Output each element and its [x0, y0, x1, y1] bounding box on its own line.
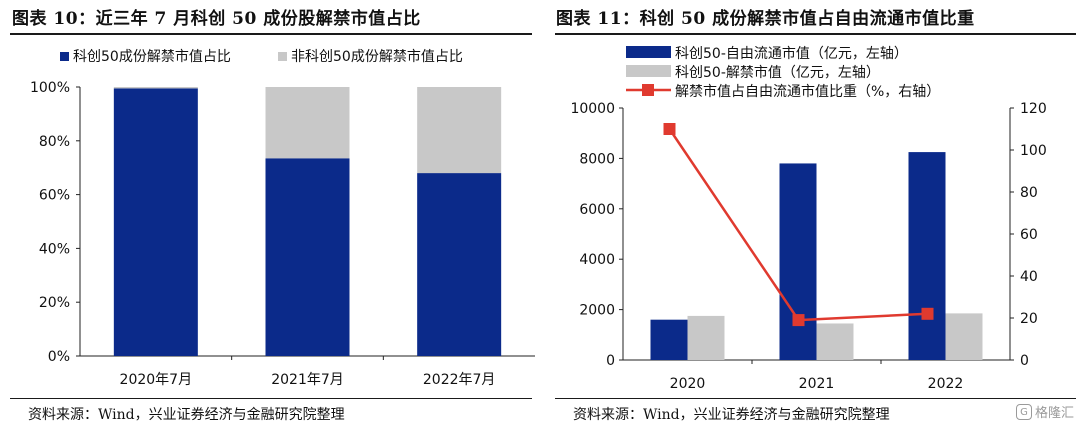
- x-tick-label: 2020年7月: [120, 372, 193, 388]
- right-y-tick-label: 60: [1020, 227, 1038, 243]
- right-y-tick-label: 0: [1020, 353, 1029, 369]
- x-tick-label: 2020: [670, 376, 706, 392]
- ratio-point: [921, 307, 934, 320]
- x-tick-label: 2021年7月: [271, 372, 344, 388]
- right-source-rule: [555, 398, 1076, 399]
- right-figure-title: 图表 11：科创 50 成份解禁市值占自由流通市值比重: [556, 9, 975, 29]
- right-y-tick-label: 40: [1020, 269, 1038, 285]
- legend-marker-swatch: [642, 84, 654, 96]
- y-tick-label: 80%: [39, 134, 70, 150]
- x-tick-label: 2022年7月: [423, 372, 496, 388]
- bar-series-2: [945, 313, 983, 360]
- left-y-tick-label: 0: [606, 353, 615, 369]
- stacked-bar-chart: 科创50成份解禁市值占比 非科创50成份解禁市值占比 0% 20% 40% 60% 80% 1…: [30, 48, 535, 388]
- legend-label-2: 非科创50成份解禁市值占比: [291, 48, 463, 65]
- x-tick-label: 2021: [799, 376, 835, 392]
- left-y-tick-label: 4000: [579, 252, 615, 268]
- left-figure-title: 图表 10：近三年 7 月科创 50 成份股解禁市值占比: [12, 9, 421, 29]
- left-y-tick-label: 8000: [579, 151, 615, 167]
- watermark-text: 格隆汇: [1034, 406, 1074, 421]
- legend-swatch-1: [626, 46, 671, 58]
- right-y-tick-label: 100: [1020, 143, 1047, 159]
- y-tick-label: 20%: [39, 295, 70, 311]
- y-tick-label: 40%: [39, 241, 70, 257]
- y-tick-label: 0%: [48, 349, 70, 365]
- bar-segment-2: [265, 87, 350, 159]
- right-y-tick-label: 120: [1020, 101, 1047, 117]
- left-figure-panel: 图表 10：近三年 7 月科创 50 成份股解禁市值占比 科创50成份解禁市值占…: [10, 9, 535, 423]
- legend-label-3: 解禁市值占自由流通市值比重（%，右轴）: [675, 83, 940, 100]
- watermark-logo-icon: G: [1015, 403, 1032, 420]
- bar-segment-2: [113, 87, 198, 89]
- bar-series-2: [816, 323, 854, 360]
- combo-bar-line-chart: 科创50-自由流通市值（亿元，左轴） 科创50-解禁市值（亿元，左轴） 解禁市值占自…: [570, 45, 1047, 392]
- ratio-point: [663, 123, 676, 135]
- right-source-note: 资料来源：Wind，兴业证券经济与金融研究院整理: [573, 407, 890, 423]
- y-tick-label: 100%: [30, 80, 70, 96]
- legend-swatch-2: [626, 65, 671, 77]
- left-title-rule: [10, 33, 532, 35]
- right-figure-panel: 图表 11：科创 50 成份解禁市值占自由流通市值比重 科创50-自由流通市值（…: [553, 0, 1080, 429]
- legend-label-1: 科创50成份解禁市值占比: [73, 48, 231, 65]
- legend-swatch-1: [60, 52, 69, 61]
- legend-label-2: 科创50-解禁市值（亿元，左轴）: [675, 64, 880, 81]
- legend-swatch-2: [278, 52, 287, 61]
- y-tick-label: 60%: [39, 188, 70, 204]
- watermark: G 格隆汇: [1015, 402, 1074, 421]
- legend-label-1: 科创50-自由流通市值（亿元，左轴）: [675, 45, 908, 62]
- right-y-tick-label: 20: [1020, 311, 1038, 327]
- bar-segment-1: [417, 173, 502, 356]
- bar-series-1: [908, 152, 946, 360]
- left-y-tick-label: 10000: [570, 101, 615, 117]
- bar-segment-2: [417, 87, 502, 174]
- ratio-point: [792, 314, 805, 327]
- x-tick-label: 2022: [928, 376, 964, 392]
- right-y-tick-label: 80: [1020, 185, 1038, 201]
- left-y-tick-label: 6000: [579, 202, 615, 218]
- bar-series-1: [779, 163, 817, 360]
- right-title-rule: [555, 33, 1076, 35]
- left-y-tick-label: 2000: [579, 303, 615, 319]
- bar-segment-1: [265, 158, 350, 356]
- bar-series-1: [650, 319, 688, 360]
- bar-series-2: [687, 315, 725, 360]
- left-source-rule: [10, 398, 532, 399]
- bar-segment-1: [113, 88, 198, 356]
- left-source-note: 资料来源：Wind，兴业证券经济与金融研究院整理: [28, 407, 345, 423]
